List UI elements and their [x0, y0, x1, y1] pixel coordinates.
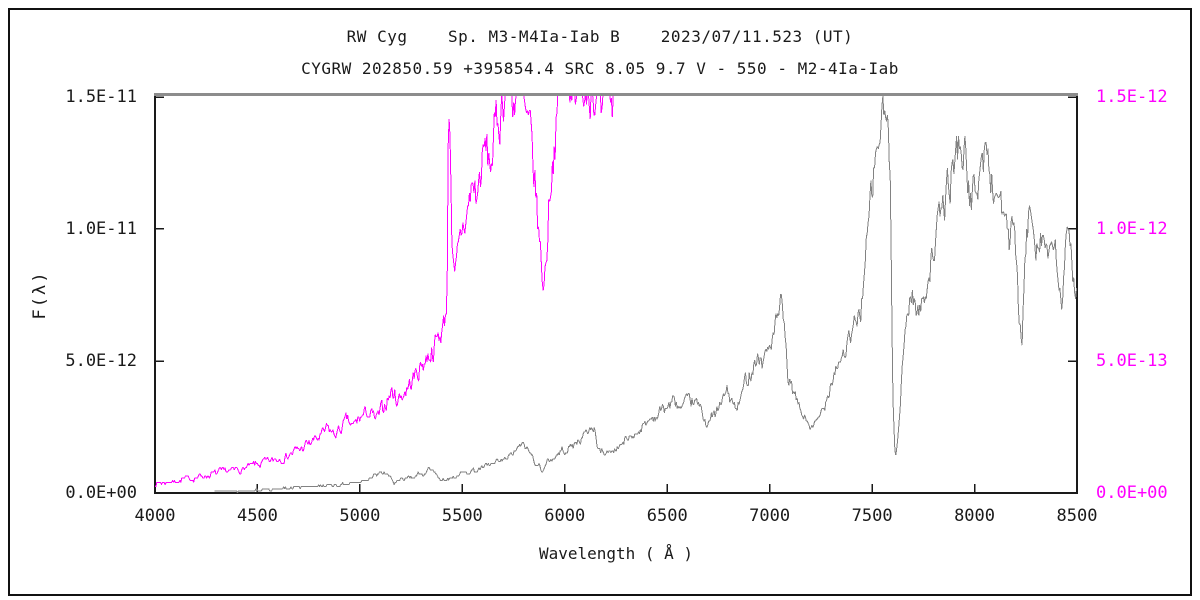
y-right-tick-label: 1.0E-12	[1096, 218, 1168, 239]
x-tick-label: 4500	[236, 506, 278, 526]
x-tick-label: 8500	[1056, 506, 1098, 526]
y-left-tick-label: 1.0E-11	[65, 218, 137, 239]
plot-title: RW Cyg Sp. M3-M4Ia-Iab B 2023/07/11.523 …	[346, 27, 854, 46]
spectrum-line-red-channel-spectrum	[214, 95, 1077, 493]
y-axis-label: F(λ)	[30, 270, 50, 320]
x-tick-label: 5500	[441, 506, 483, 526]
plot-subtitle: CYGRW 202850.59 +395854.4 SRC 8.05 9.7 V…	[301, 59, 899, 78]
plot-frame	[154, 95, 1078, 494]
x-tick-label: 8000	[954, 506, 996, 526]
spectrum-line-blue-channel-spectrum-B	[155, 94, 615, 488]
x-tick-label: 7000	[749, 506, 791, 526]
x-tick-label: 5000	[339, 506, 381, 526]
y-left-tick-label: 0.0E+00	[65, 483, 137, 503]
x-tick-label: 6500	[646, 506, 688, 526]
y-right-tick-label: 1.5E-12	[1096, 87, 1168, 107]
x-tick-label: 7500	[851, 506, 893, 526]
y-left-tick-label: 5.0E-12	[65, 351, 137, 371]
y-right-tick-label: 5.0E-13	[1096, 351, 1168, 371]
y-right-tick-label: 0.0E+00	[1096, 483, 1168, 503]
x-axis-label: Wavelength ( Å )	[538, 544, 694, 563]
x-tick-label: 4000	[134, 506, 176, 526]
x-tick-label: 6000	[544, 506, 586, 526]
y-left-tick-label: 1.5E-11	[65, 87, 137, 107]
